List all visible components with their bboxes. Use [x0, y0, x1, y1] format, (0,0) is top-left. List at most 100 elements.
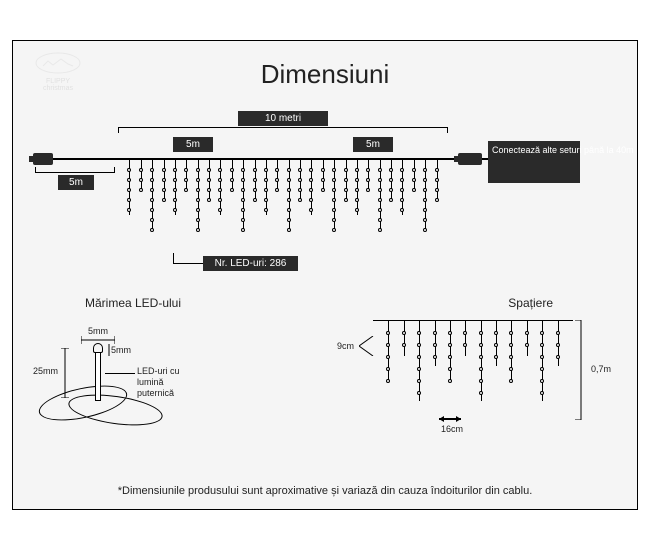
led-dot	[448, 367, 452, 371]
led-dot	[540, 355, 544, 359]
led-dot	[139, 188, 143, 192]
half-left-label: 5m	[173, 137, 213, 152]
led-dot	[378, 228, 382, 232]
led-dot	[196, 198, 200, 202]
led-dot	[423, 188, 427, 192]
led-dot	[435, 188, 439, 192]
led-side-size: 5mm	[111, 345, 131, 355]
strand	[402, 160, 403, 215]
led-dot	[196, 218, 200, 222]
led-dot	[218, 188, 222, 192]
strand	[209, 160, 210, 200]
led-dot	[494, 343, 498, 347]
led-dot	[463, 331, 467, 335]
led-dot	[556, 355, 560, 359]
led-dot	[264, 168, 268, 172]
led-dot	[275, 188, 279, 192]
led-dot	[332, 188, 336, 192]
led-dot	[241, 218, 245, 222]
led-dot	[332, 168, 336, 172]
strand	[496, 321, 497, 366]
strand	[220, 160, 221, 215]
led-dot	[321, 178, 325, 182]
led-dot	[448, 379, 452, 383]
led-dot	[344, 198, 348, 202]
led-dot	[218, 198, 222, 202]
led-bulb-icon	[91, 343, 105, 403]
led-size-title: Mărimea LED-ului	[33, 296, 233, 310]
led-dot	[412, 168, 416, 172]
led-dot	[448, 331, 452, 335]
led-dot	[332, 198, 336, 202]
led-dot	[309, 208, 313, 212]
led-dot	[355, 188, 359, 192]
led-dot	[378, 178, 382, 182]
strand	[129, 160, 130, 215]
led-note: LED-uri cu lumină puternică	[137, 366, 193, 398]
led-dot	[402, 331, 406, 335]
led-dot	[127, 188, 131, 192]
led-dot	[321, 168, 325, 172]
led-dot	[389, 168, 393, 172]
led-dot	[556, 331, 560, 335]
led-dot	[287, 188, 291, 192]
led-dot	[448, 343, 452, 347]
led-dot	[173, 208, 177, 212]
led-dot	[150, 228, 154, 232]
led-dot	[321, 188, 325, 192]
strand	[404, 321, 405, 356]
led-dot	[287, 168, 291, 172]
led-dot	[344, 188, 348, 192]
led-dot	[139, 168, 143, 172]
drop-label: 0,7m	[591, 364, 611, 374]
cable-length-label: 5m	[58, 175, 94, 190]
strand	[300, 160, 301, 200]
led-dot	[540, 379, 544, 383]
led-dot	[218, 208, 222, 212]
led-dot	[448, 355, 452, 359]
led-dot	[479, 355, 483, 359]
led-dot	[218, 168, 222, 172]
led-dot	[298, 198, 302, 202]
led-dot	[417, 379, 421, 383]
strand	[323, 160, 324, 190]
led-dot	[389, 198, 393, 202]
strand	[232, 160, 233, 190]
led-dot	[139, 178, 143, 182]
led-dot	[253, 188, 257, 192]
led-dot	[494, 355, 498, 359]
led-dot	[196, 178, 200, 182]
strand	[388, 321, 389, 381]
led-dot	[355, 198, 359, 202]
led-dot	[366, 178, 370, 182]
led-dot	[366, 168, 370, 172]
page-title: Dimensiuni	[13, 59, 637, 90]
diagram-frame: FLIPPYchristmas Dimensiuni 10 metri 5m 5…	[12, 40, 638, 510]
led-dot	[275, 168, 279, 172]
led-dot	[332, 218, 336, 222]
led-dot	[389, 178, 393, 182]
spacing-title: Spațiere	[508, 296, 553, 310]
led-dot	[230, 188, 234, 192]
led-dot	[162, 188, 166, 192]
led-dot	[287, 208, 291, 212]
led-dot	[378, 218, 382, 222]
led-dot	[127, 198, 131, 202]
led-dot	[264, 188, 268, 192]
led-dot	[344, 168, 348, 172]
strand	[141, 160, 142, 190]
led-dot	[479, 391, 483, 395]
led-dot	[332, 178, 336, 182]
led-dot	[207, 168, 211, 172]
led-dot	[540, 367, 544, 371]
led-dot	[275, 178, 279, 182]
led-dot	[173, 188, 177, 192]
led-dot	[150, 218, 154, 222]
led-dot	[378, 208, 382, 212]
led-dot	[241, 198, 245, 202]
led-dot	[150, 198, 154, 202]
led-dot	[309, 188, 313, 192]
led-dot	[423, 178, 427, 182]
led-dot	[435, 178, 439, 182]
led-dot	[494, 331, 498, 335]
